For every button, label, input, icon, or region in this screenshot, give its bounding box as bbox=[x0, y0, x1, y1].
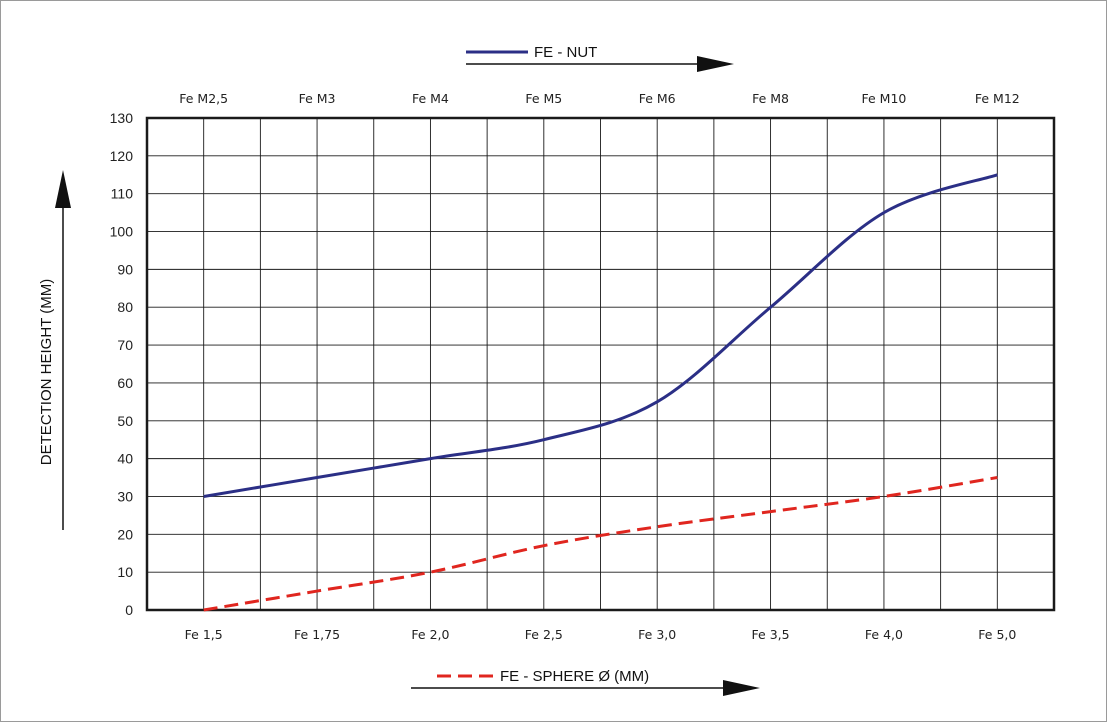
y-tick-label: 90 bbox=[117, 261, 133, 277]
bottom-category-labels: Fe 1,5 Fe 1,75 Fe 2,0 Fe 2,5 Fe 3,0 Fe 3,5 Fe … bbox=[185, 627, 1017, 642]
bottom-category-label: Fe 1,75 bbox=[294, 627, 340, 642]
y-axis-title: DETECTION HEIGHT (MM) bbox=[38, 279, 55, 465]
bottom-category-label: Fe 3,5 bbox=[752, 627, 790, 642]
top-category-labels: Fe M2,5 Fe M3 Fe M4 Fe M5 Fe M6 Fe M8 Fe M10 Fe… bbox=[179, 91, 1019, 106]
y-tick-label: 100 bbox=[110, 224, 134, 240]
bottom-category-label: Fe 3,0 bbox=[638, 627, 676, 642]
series-line-fe-sphere bbox=[203, 476, 998, 612]
y-tick-label: 70 bbox=[117, 337, 133, 353]
top-category-label: Fe M12 bbox=[975, 91, 1020, 106]
y-tick-label: 130 bbox=[110, 110, 134, 126]
top-category-label: Fe M5 bbox=[525, 91, 562, 106]
series-line-fe-nut bbox=[203, 173, 998, 498]
legend-nut-arrow-head bbox=[697, 56, 734, 72]
series-lines bbox=[203, 173, 998, 612]
top-category-label: Fe M6 bbox=[639, 91, 676, 106]
top-category-label: Fe M10 bbox=[862, 91, 907, 106]
top-category-label: Fe M2,5 bbox=[179, 91, 228, 106]
bottom-category-label: Fe 5,0 bbox=[978, 627, 1016, 642]
bottom-category-label: Fe 2,5 bbox=[525, 627, 563, 642]
top-category-label: Fe M8 bbox=[752, 91, 789, 106]
plot-border bbox=[145, 116, 1056, 612]
legend-sphere: FE - SPHERE Ø (MM) bbox=[411, 668, 760, 696]
bottom-category-label: Fe 2,0 bbox=[411, 627, 449, 642]
legend-nut: FE - NUT bbox=[466, 44, 734, 72]
y-tick-label: 30 bbox=[117, 488, 133, 504]
y-tick-label: 20 bbox=[117, 526, 133, 542]
y-tick-label: 40 bbox=[117, 451, 133, 467]
y-tick-label: 120 bbox=[110, 148, 134, 164]
y-tick-label: 60 bbox=[117, 375, 133, 391]
y-axis-arrow-head bbox=[55, 170, 71, 208]
grid-lines bbox=[147, 118, 1054, 610]
y-axis-title-group: DETECTION HEIGHT (MM) bbox=[38, 170, 71, 530]
y-tick-label: 80 bbox=[117, 299, 133, 315]
y-tick-label: 10 bbox=[117, 564, 133, 580]
top-category-label: Fe M3 bbox=[299, 91, 336, 106]
top-category-label: Fe M4 bbox=[412, 91, 449, 106]
bottom-category-label: Fe 1,5 bbox=[185, 627, 223, 642]
y-tick-label: 50 bbox=[117, 413, 133, 429]
y-tick-label: 110 bbox=[111, 186, 134, 202]
bottom-category-label: Fe 4,0 bbox=[865, 627, 903, 642]
y-axis-ticks: 0 10 20 30 40 50 60 70 80 90 100 110 120 130 bbox=[110, 110, 134, 618]
legend-sphere-label: FE - SPHERE Ø (MM) bbox=[500, 668, 649, 685]
legend-sphere-arrow-head bbox=[723, 680, 760, 696]
y-tick-label: 0 bbox=[125, 602, 133, 618]
legend-nut-label: FE - NUT bbox=[534, 44, 597, 61]
